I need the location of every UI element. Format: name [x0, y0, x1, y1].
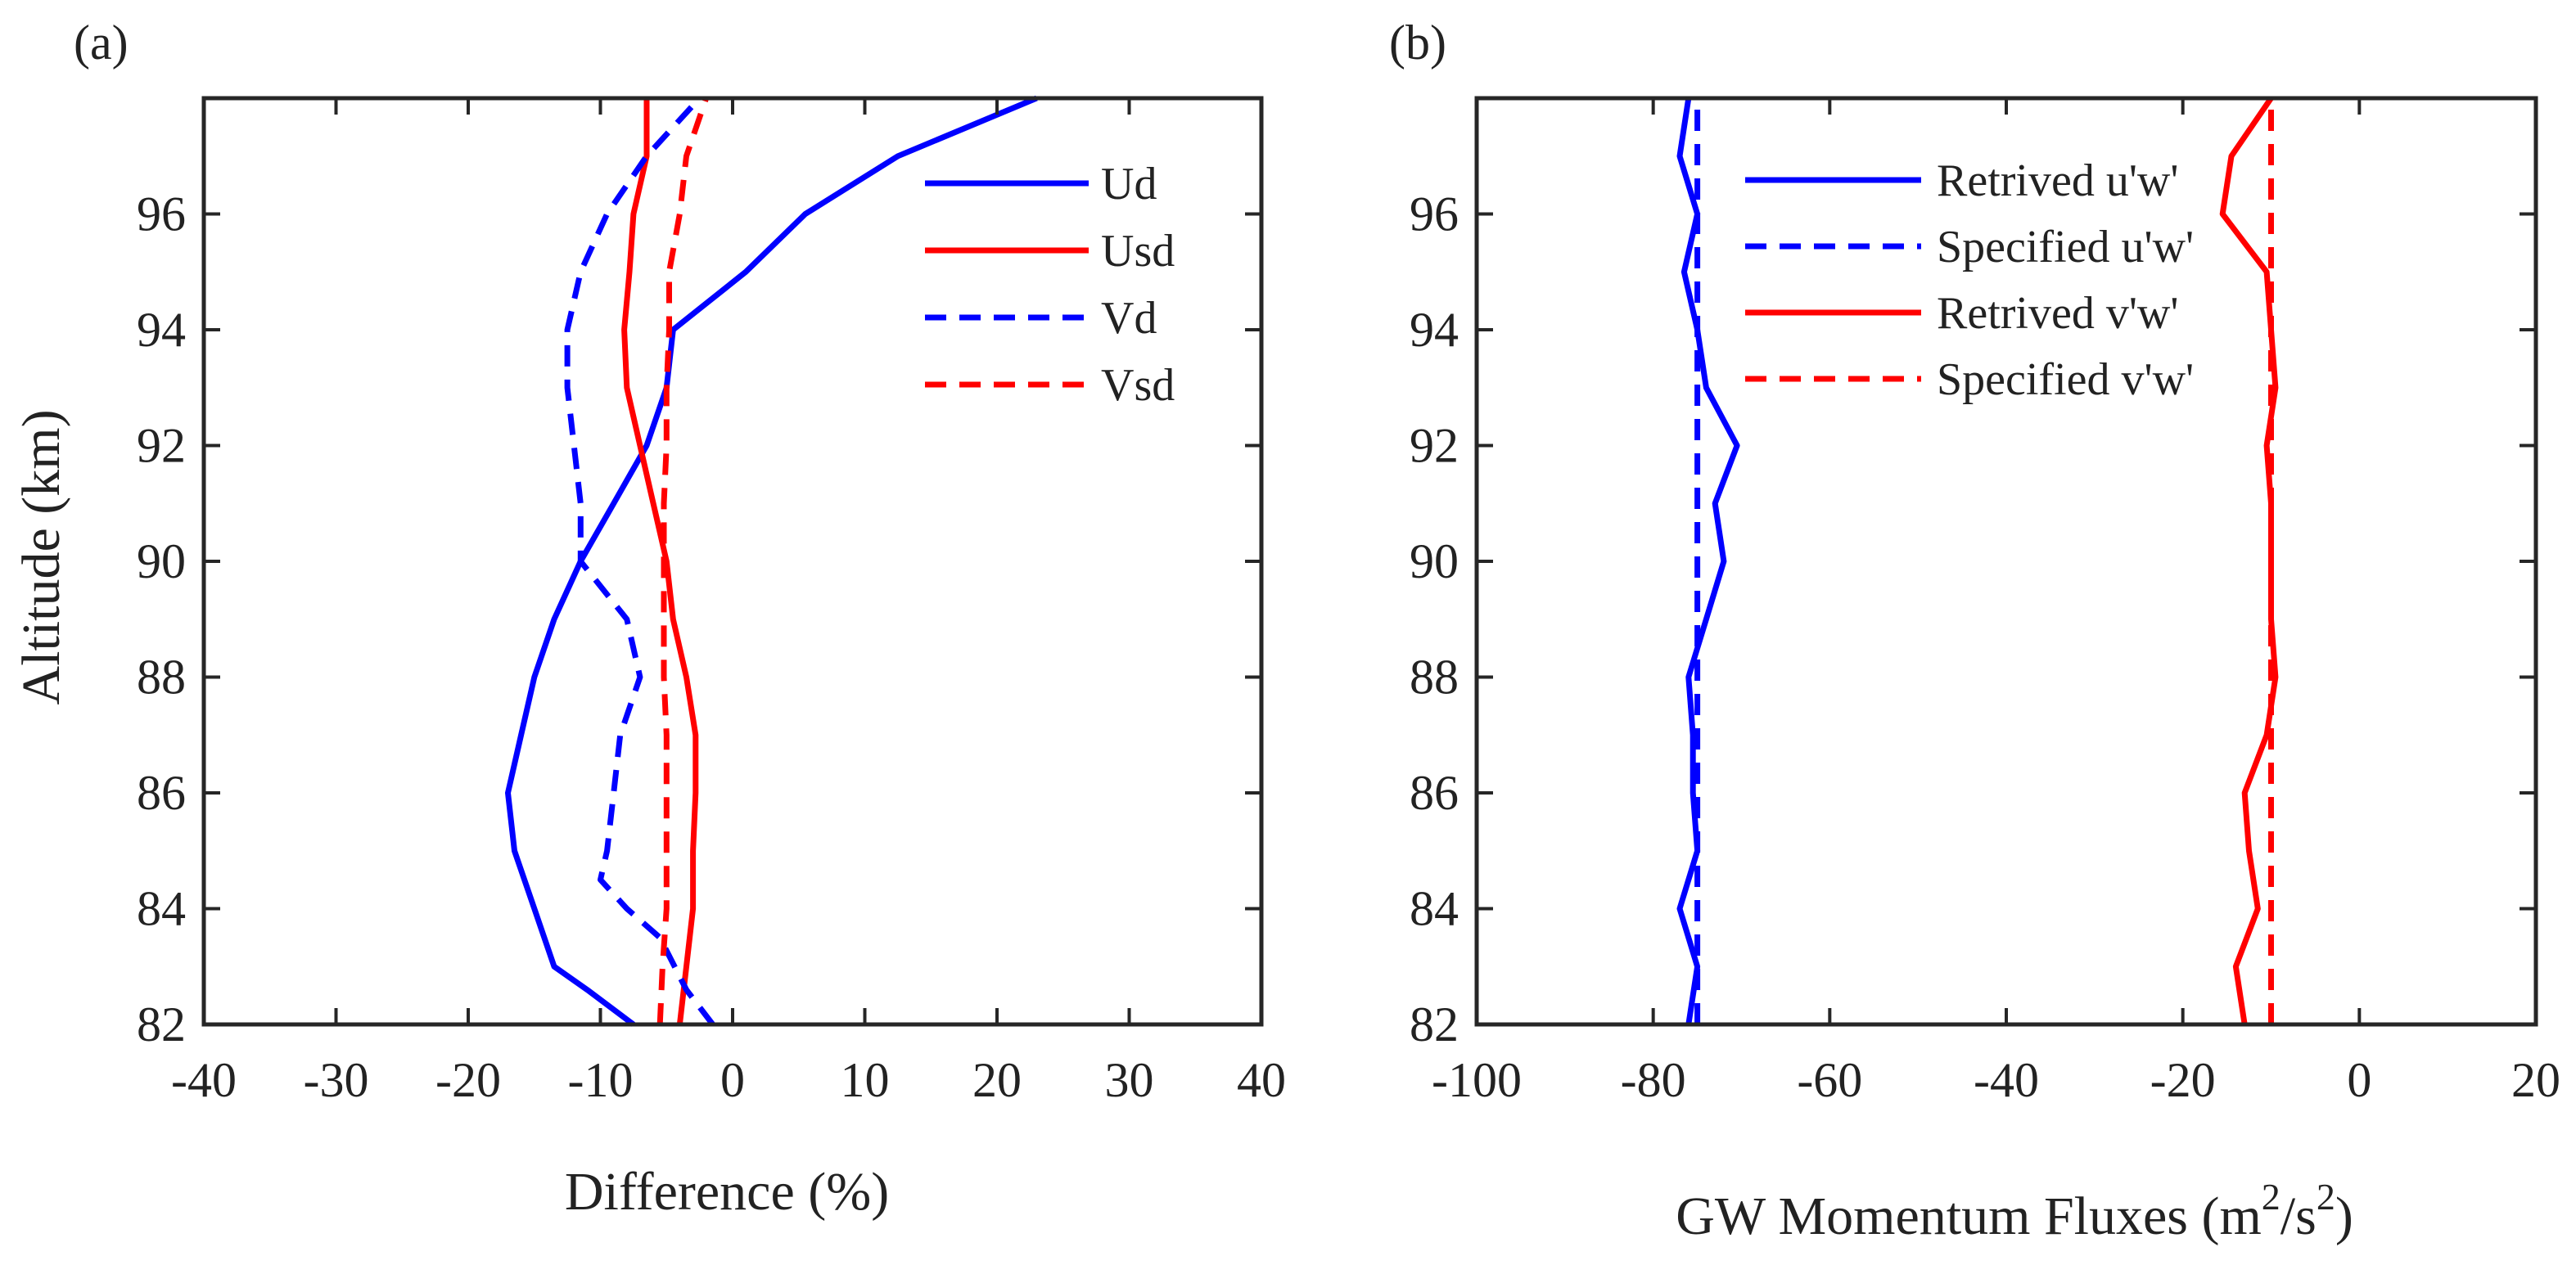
panel-b-y-tick-label-0: 82 [1410, 997, 1459, 1051]
panel-b-legend: Retrived u'w' Specified u'w' Retrived v'w'… [1745, 155, 2194, 405]
panel-b-x-tick-label-3: -40 [1974, 1053, 2039, 1107]
panel-b-x-axis-label-sup1: 2 [2262, 1176, 2281, 1218]
panel-b-x-tick-label-5: 0 [2347, 1053, 2371, 1107]
panel-a-tag: (a) [74, 16, 129, 70]
panel-b-x-tick-label-2: -60 [1797, 1053, 1862, 1107]
panel-a: (a) Altitude (km) 82 84 86 88 90 92 94 96 -40 -3… [11, 16, 1286, 1222]
panel-a-y-tick-label-2: 86 [137, 766, 186, 820]
panel-b-series-line-0 [1676, 97, 1740, 1025]
panel-a-x-tick-label-4: 0 [720, 1053, 745, 1107]
panel-b-y-tick-label-4: 90 [1410, 534, 1459, 588]
panel-a-x-tick-label-2: -20 [435, 1053, 501, 1107]
panel-b-x-axis-label-end: ) [2335, 1186, 2353, 1246]
panel-b-x-axis-label-main: GW Momentum Fluxes (m [1676, 1186, 2262, 1246]
panel-b-y-tick-label-1: 84 [1410, 882, 1459, 936]
panel-b-axes-box [1474, 96, 2538, 1027]
panel-a-legend-label-2: Vd [1101, 293, 1157, 344]
panel-a-y-ticks: 82 84 86 88 90 92 94 96 [137, 187, 1261, 1051]
panel-a-y-tick-label-0: 82 [137, 997, 186, 1051]
panel-a-x-tick-label-5: 10 [841, 1053, 890, 1107]
panel-a-series [505, 95, 1038, 1027]
panel-a-x-tick-label-8: 40 [1237, 1053, 1286, 1107]
panel-b-x-tick-label-0: -100 [1432, 1053, 1522, 1107]
panel-a-x-tick-label-3: -10 [568, 1053, 634, 1107]
panel-b-y-tick-label-7: 96 [1410, 187, 1459, 241]
panel-b-x-axis-label-sup2: 2 [2317, 1176, 2335, 1218]
y-axis-label: Altitude (km) [11, 409, 71, 705]
panel-a-y-tick-label-5: 92 [137, 419, 186, 473]
panel-a-y-tick-label-7: 96 [137, 187, 186, 241]
panel-b-series [1676, 97, 2279, 1025]
panel-b-y-tick-label-6: 94 [1410, 303, 1459, 357]
panel-b-x-axis-label: GW Momentum Fluxes (m2/s2) [1676, 1176, 2353, 1246]
panel-a-axes-box [201, 96, 1264, 1027]
panel-a-x-axis-label: Difference (%) [565, 1162, 889, 1222]
panel-b-x-tick-label-1: -80 [1621, 1053, 1686, 1107]
panel-b-legend-label-3: Specified v'w' [1937, 354, 2194, 405]
panel-a-series-line-2 [564, 96, 715, 1027]
panel-b-legend-label-2: Retrived v'w' [1937, 288, 2178, 339]
panel-b-x-tick-label-6: 20 [2511, 1053, 2560, 1107]
panel-b-y-tick-label-5: 92 [1410, 419, 1459, 473]
panel-b-x-ticks: -100 -80 -60 -40 -20 0 20 [1432, 98, 2560, 1107]
panel-a-x-tick-label-0: -40 [171, 1053, 237, 1107]
panel-a-series-line-0 [505, 95, 1038, 1027]
panel-b-y-tick-label-3: 88 [1410, 651, 1459, 705]
panel-b-legend-label-1: Specified u'w' [1937, 222, 2194, 272]
panel-a-legend-label-0: Ud [1101, 159, 1157, 209]
panel-a-series-line-3 [656, 97, 710, 1025]
panel-a-y-tick-label-3: 88 [137, 651, 186, 705]
panel-a-x-tick-label-1: -30 [304, 1053, 369, 1107]
panel-a-legend-label-3: Vsd [1101, 360, 1175, 411]
panel-a-x-tick-label-6: 20 [972, 1053, 1022, 1107]
panel-a-y-tick-label-6: 94 [137, 303, 186, 357]
panel-b-y-tick-label-2: 86 [1410, 766, 1459, 820]
panel-a-x-ticks: -40 -30 -20 -10 0 10 20 30 40 [171, 98, 1286, 1107]
panel-a-legend-label-1: Usd [1101, 226, 1175, 277]
panel-b-tag: (b) [1389, 16, 1446, 70]
panel-b-x-axis-label-mid: /s [2281, 1186, 2317, 1246]
panel-b-legend-label-0: Retrived u'w' [1937, 155, 2178, 206]
panel-a-y-tick-label-4: 90 [137, 534, 186, 588]
panel-b-x-tick-label-4: -20 [2150, 1053, 2216, 1107]
panel-a-legend: Ud Usd Vd Vsd [925, 159, 1175, 411]
panel-a-y-tick-label-1: 84 [137, 882, 186, 936]
panel-b: (b) 82 84 86 88 90 92 94 96 -100 -80 -60 -40 -20 0 20… [1389, 16, 2560, 1246]
panel-a-x-tick-label-7: 30 [1105, 1053, 1154, 1107]
panel-b-y-ticks: 82 84 86 88 90 92 94 96 [1410, 187, 2536, 1051]
